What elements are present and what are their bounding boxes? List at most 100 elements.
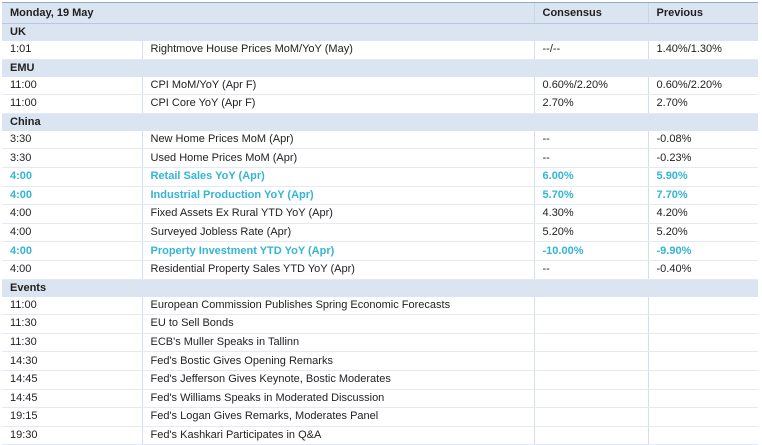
previous-header: Previous	[647, 3, 759, 24]
previous-cell: 5.90%	[647, 167, 759, 187]
event-cell: Fixed Assets Ex Rural YTD YoY (Apr)	[141, 204, 535, 224]
table-row: 14:45 Fed's Williams Speaks in Moderated …	[2, 389, 759, 409]
time-cell: 11:30	[2, 333, 142, 353]
event-cell: Property Investment YTD YoY (Apr)	[141, 241, 535, 261]
consensus-cell: 4.30%	[533, 204, 649, 224]
previous-cell	[647, 351, 759, 371]
consensus-cell: -10.00%	[533, 241, 649, 261]
section-header-emu: EMU	[2, 59, 759, 77]
event-cell: New Home Prices MoM (Apr)	[141, 130, 535, 150]
event-cell: Used Home Prices MoM (Apr)	[141, 148, 535, 168]
time-cell: 19:30	[2, 426, 142, 445]
previous-cell: 1.40%/1.30%	[647, 41, 759, 60]
section-label: EMU	[2, 59, 759, 77]
previous-cell: 0.60%/2.20%	[647, 76, 759, 96]
table-row: 11:00 European Commission Publishes Sprin…	[2, 296, 759, 316]
event-cell: CPI Core YoY (Apr F)	[141, 94, 535, 114]
previous-cell: -0.40%	[647, 260, 759, 280]
time-cell: 4:00	[2, 186, 142, 206]
consensus-cell	[533, 389, 649, 409]
consensus-cell	[533, 407, 649, 427]
previous-cell: 7.70%	[647, 186, 759, 206]
event-cell: Fed's Jefferson Gives Keynote, Bostic Mo…	[141, 370, 535, 390]
event-cell: Fed's Kashkari Participates in Q&A	[141, 426, 535, 445]
event-cell: Retail Sales YoY (Apr)	[141, 167, 535, 187]
table-row: 1:01 Rightmove House Prices MoM/YoY (May)…	[2, 41, 759, 60]
table-row: 4:00 Fixed Assets Ex Rural YTD YoY (Apr) 4…	[2, 204, 759, 224]
consensus-cell	[533, 314, 649, 334]
table-row: 4:00 Retail Sales YoY (Apr) 6.00% 5.90%	[2, 167, 759, 187]
table-row: 4:00 Property Investment YTD YoY (Apr) -10…	[2, 241, 759, 261]
previous-cell	[647, 333, 759, 353]
table-row: 4:00 Industrial Production YoY (Apr) 5.70%…	[2, 186, 759, 206]
time-cell: 3:30	[2, 130, 142, 150]
consensus-header: Consensus	[533, 3, 649, 24]
consensus-cell	[533, 351, 649, 371]
event-cell: European Commission Publishes Spring Eco…	[141, 296, 535, 316]
previous-cell	[647, 370, 759, 390]
previous-cell	[647, 426, 759, 445]
table-row: 19:30 Fed's Kashkari Participates in Q&A	[2, 426, 759, 445]
time-cell: 4:00	[2, 223, 142, 243]
date-header: Monday, 19 May	[2, 3, 535, 24]
consensus-cell	[533, 333, 649, 353]
table-row: 11:30 ECB's Muller Speaks in Tallinn	[2, 333, 759, 353]
time-cell: 11:30	[2, 314, 142, 334]
section-header-events: Events	[2, 279, 759, 297]
table-row: 3:30 Used Home Prices MoM (Apr) -- -0.23%	[2, 148, 759, 168]
section-label: China	[2, 113, 759, 131]
table-row: 3:30 New Home Prices MoM (Apr) -- -0.08%	[2, 130, 759, 150]
time-cell: 14:30	[2, 351, 142, 371]
event-cell: Fed's Williams Speaks in Moderated Discu…	[141, 389, 535, 409]
consensus-cell: --	[533, 260, 649, 280]
time-cell: 11:00	[2, 296, 142, 316]
event-cell: EU to Sell Bonds	[141, 314, 535, 334]
table-row: 19:15 Fed's Logan Gives Remarks, Moderate…	[2, 407, 759, 427]
time-cell: 4:00	[2, 167, 142, 187]
time-cell: 3:30	[2, 148, 142, 168]
consensus-cell	[533, 370, 649, 390]
consensus-cell: --	[533, 130, 649, 150]
event-cell: Industrial Production YoY (Apr)	[141, 186, 535, 206]
consensus-cell: 2.70%	[533, 94, 649, 114]
time-cell: 11:00	[2, 94, 142, 114]
previous-cell	[647, 407, 759, 427]
consensus-cell: 6.00%	[533, 167, 649, 187]
consensus-cell	[533, 426, 649, 445]
event-cell: Residential Property Sales YTD YoY (Apr)	[141, 260, 535, 280]
previous-cell: 2.70%	[647, 94, 759, 114]
time-cell: 14:45	[2, 370, 142, 390]
consensus-cell: 0.60%/2.20%	[533, 76, 649, 96]
section-label: UK	[2, 23, 759, 41]
event-cell: Fed's Logan Gives Remarks, Moderates Pan…	[141, 407, 535, 427]
consensus-cell: 5.70%	[533, 186, 649, 206]
event-cell: Fed's Bostic Gives Opening Remarks	[141, 351, 535, 371]
previous-cell	[647, 389, 759, 409]
previous-cell	[647, 314, 759, 334]
table-row: 4:00 Residential Property Sales YTD YoY (…	[2, 260, 759, 280]
economic-calendar-table: Monday, 19 May Consensus Previous UK 1:01…	[2, 3, 759, 445]
table-row: 11:30 EU to Sell Bonds	[2, 314, 759, 334]
consensus-cell: --/--	[533, 41, 649, 60]
consensus-cell: 5.20%	[533, 223, 649, 243]
table-header-row: Monday, 19 May Consensus Previous	[2, 3, 759, 24]
previous-cell: -9.90%	[647, 241, 759, 261]
section-header-china: China	[2, 113, 759, 131]
time-cell: 14:45	[2, 389, 142, 409]
time-cell: 4:00	[2, 241, 142, 261]
table-row: 4:00 Surveyed Jobless Rate (Apr) 5.20% 5.20…	[2, 223, 759, 243]
table-body: UK 1:01 Rightmove House Prices MoM/YoY (Ma…	[2, 23, 759, 445]
event-cell: CPI MoM/YoY (Apr F)	[141, 76, 535, 96]
event-cell: Surveyed Jobless Rate (Apr)	[141, 223, 535, 243]
time-cell: 4:00	[2, 260, 142, 280]
time-cell: 11:00	[2, 76, 142, 96]
table-row: 11:00 CPI MoM/YoY (Apr F) 0.60%/2.20% 0.60%…	[2, 76, 759, 96]
table-row: 14:30 Fed's Bostic Gives Opening Remarks	[2, 351, 759, 371]
time-cell: 19:15	[2, 407, 142, 427]
previous-cell: 4.20%	[647, 204, 759, 224]
section-label: Events	[2, 279, 759, 297]
section-header-uk: UK	[2, 23, 759, 41]
event-cell: ECB's Muller Speaks in Tallinn	[141, 333, 535, 353]
time-cell: 1:01	[2, 41, 142, 60]
previous-cell: 5.20%	[647, 223, 759, 243]
